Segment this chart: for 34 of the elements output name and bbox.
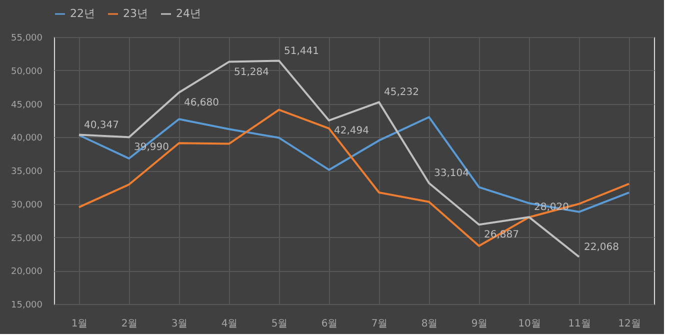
x-tick-label: 6월 — [321, 318, 338, 330]
x-tick-label: 2월 — [121, 318, 138, 330]
data-label: 51,284 — [234, 66, 269, 78]
x-tick-label: 11월 — [568, 318, 591, 330]
x-tick-label: 5월 — [271, 318, 288, 330]
y-tick-label: 25,000 — [11, 234, 43, 244]
y-tick-label: 40,000 — [11, 134, 43, 144]
y-tick-label: 30,000 — [11, 200, 43, 210]
line-series — [78, 116, 630, 213]
data-label: 40,347 — [84, 120, 119, 131]
y-tick-label: 55,000 — [11, 34, 43, 44]
data-label: 42,494 — [334, 125, 369, 136]
x-tick-label: 3월 — [171, 318, 188, 330]
legend-label: 23년 — [123, 7, 148, 20]
x-tick-label: 9월 — [471, 318, 488, 330]
x-tick-label: 4월 — [221, 318, 238, 330]
data-label: 46,680 — [184, 98, 219, 109]
data-label: 33,104 — [434, 168, 469, 180]
x-tick-label: 1월 — [71, 318, 88, 330]
y-tick-label: 20,000 — [11, 267, 43, 278]
data-label: 45,232 — [384, 87, 419, 98]
y-tick-label: 50,000 — [11, 66, 43, 77]
legend-label: 24년 — [176, 7, 201, 20]
y-tick-label: 45,000 — [11, 100, 43, 110]
x-tick-label: 7월 — [371, 318, 388, 330]
y-tick-label: 15,000 — [11, 300, 43, 310]
line-series — [78, 60, 580, 258]
data-label: 51,441 — [284, 46, 319, 57]
data-label: 22,068 — [584, 242, 619, 253]
x-tick-label: 8월 — [421, 318, 438, 330]
y-tick-label: 35,000 — [11, 167, 43, 177]
x-tick-label: 12월 — [618, 318, 641, 330]
x-tick-label: 10월 — [518, 318, 541, 330]
legend-label: 22년 — [70, 7, 95, 20]
